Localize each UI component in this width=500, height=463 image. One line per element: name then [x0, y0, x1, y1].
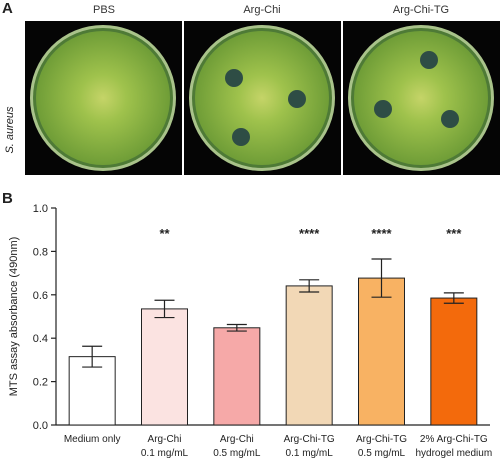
x-tick-label: Arg-Chi	[220, 434, 254, 445]
significance-marker: ****	[299, 226, 320, 241]
y-tick-label: 0.4	[33, 333, 48, 345]
bar	[430, 297, 478, 426]
bar	[358, 277, 405, 426]
significance-marker: ***	[446, 226, 462, 241]
plate-arg-chi-tg-image	[348, 25, 494, 171]
plate-agar	[195, 31, 329, 165]
plate-arg-chi	[184, 21, 341, 175]
y-tick-label: 1.0	[33, 203, 48, 215]
x-tick-label: Arg-Chi-TG	[284, 434, 335, 445]
plate-arg-chi-tg	[343, 21, 500, 175]
panel-b-letter: B	[2, 190, 13, 207]
x-tick-label: 0.5 mg/mL	[358, 448, 406, 459]
bar	[141, 308, 188, 426]
y-tick-label: 0.8	[33, 246, 48, 258]
x-tick-label: 2% Arg-Chi-TG	[420, 434, 488, 445]
x-tick-label: Arg-Chi	[148, 434, 182, 445]
bar-chart: 0.0 0.2 0.4 0.6 0.8 1.0 MTS assay absorbance (…	[8, 203, 492, 459]
inhibition-zone	[374, 100, 392, 118]
significance-marker: **	[159, 226, 170, 241]
y-tick-label: 0.0	[33, 420, 48, 432]
plate-arg-chi-image	[189, 25, 335, 171]
x-tick-label: Arg-Chi-TG	[356, 434, 407, 445]
inhibition-zone	[288, 90, 306, 108]
column-label-pbs: PBS	[92, 4, 115, 16]
inhibition-zone	[232, 128, 250, 146]
column-label-arg-chi: Arg-Chi	[243, 4, 281, 16]
x-tick-label: Medium only	[64, 434, 121, 445]
plate-pbs	[25, 21, 182, 175]
inhibition-zone	[225, 69, 243, 87]
y-tick-label: 0.2	[33, 377, 48, 389]
x-tick-label: 0.5 mg/mL	[213, 448, 261, 459]
significance-marker: ****	[371, 226, 392, 241]
bar	[285, 285, 333, 426]
y-axis-label: MTS assay absorbance (490nm)	[8, 237, 20, 397]
inhibition-zone	[441, 110, 459, 128]
row-label-s-aureus: S. aureus	[4, 106, 16, 154]
x-tick-label: 0.1 mg/mL	[141, 448, 189, 459]
x-tick-label: 0.1 mg/mL	[286, 448, 334, 459]
x-tick-label: hydrogel medium	[415, 448, 492, 459]
row-label-wrap: S. aureus	[4, 106, 18, 190]
plate-agar	[354, 31, 488, 165]
y-tick-label: 0.6	[33, 290, 48, 302]
bar	[213, 327, 261, 426]
bar	[68, 356, 116, 426]
column-label-arg-chi-tg: Arg-Chi-TG	[392, 4, 450, 16]
inhibition-zone	[420, 51, 438, 69]
plate-agar	[36, 31, 170, 165]
plate-pbs-image	[30, 25, 176, 171]
panel-a-letter: A	[2, 0, 13, 17]
